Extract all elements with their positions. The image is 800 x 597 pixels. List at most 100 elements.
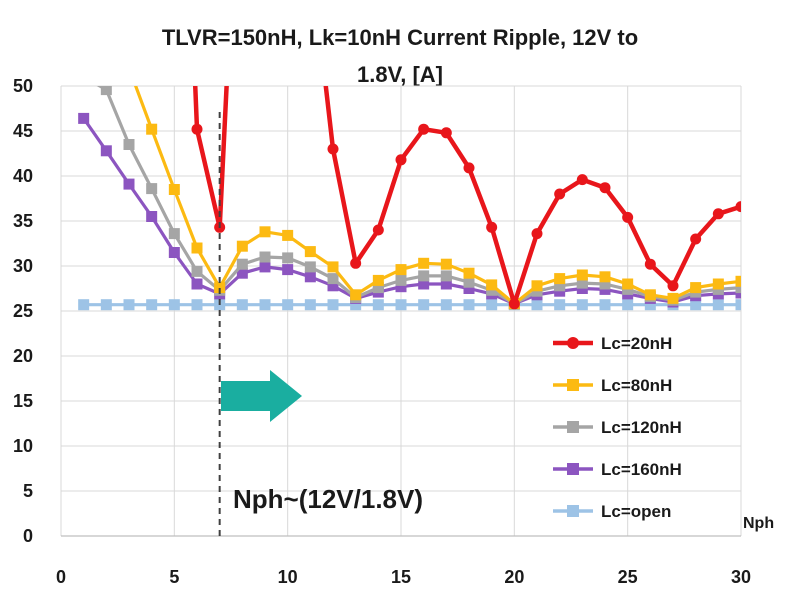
legend-swatch-marker [567, 505, 579, 517]
data-point [372, 299, 384, 311]
y-tick-label: 15 [13, 391, 33, 411]
data-point [146, 123, 158, 135]
y-tick-label: 5 [23, 481, 33, 501]
legend-item-lc-20nh: Lc=20nH [553, 334, 672, 353]
data-point [440, 270, 452, 282]
data-point [191, 242, 203, 254]
x-tick-label: 20 [504, 567, 524, 587]
data-point [350, 289, 362, 301]
data-point [418, 299, 430, 311]
data-point [236, 258, 248, 270]
legend-swatch-marker [567, 463, 579, 475]
x-tick-label: 30 [731, 567, 751, 587]
axes: 0 5 10 15 20 25 30 35 40 45 50 0 5 10 15 20 25 30 [13, 76, 751, 587]
data-point [123, 178, 135, 190]
data-point [690, 233, 702, 245]
arrow-right-icon [221, 370, 302, 422]
data-point [531, 280, 543, 292]
data-point [576, 277, 588, 289]
legend-label: Lc=120nH [601, 418, 682, 437]
data-point [486, 299, 498, 311]
y-tick-label: 45 [13, 121, 33, 141]
y-tick-label: 40 [13, 166, 33, 186]
data-point [214, 282, 226, 294]
y-tick-label: 50 [13, 76, 33, 96]
data-point [418, 278, 430, 290]
data-point [395, 281, 407, 293]
legend-label: Lc=160nH [601, 460, 682, 479]
series-line-lc-120nh [96, 86, 741, 306]
data-point [191, 265, 203, 277]
data-point [372, 274, 384, 286]
data-point [712, 208, 724, 220]
data-point [304, 271, 316, 283]
data-point [735, 275, 741, 287]
data-point [100, 299, 112, 311]
data-point [690, 299, 702, 311]
data-point [168, 299, 180, 311]
legend-swatch-marker [567, 379, 579, 391]
data-point [236, 240, 248, 252]
legend-item-lc-160nh: Lc=160nH [553, 460, 682, 479]
legend-label: Lc=20nH [601, 334, 672, 353]
data-point [440, 299, 452, 311]
data-point [124, 63, 135, 74]
data-point [100, 86, 112, 96]
series-group [78, 63, 741, 311]
x-tick-label: 0 [56, 567, 66, 587]
data-point [168, 247, 180, 258]
legend-item-lc-120nh: Lc=120nH [553, 418, 682, 437]
data-point [372, 282, 384, 294]
data-point [327, 261, 339, 273]
data-point [486, 221, 498, 233]
data-point [282, 252, 294, 264]
data-point [735, 299, 741, 311]
data-point [78, 299, 90, 311]
data-point [236, 267, 248, 279]
series-line-offscale [323, 86, 336, 152]
data-point [282, 229, 294, 241]
data-point [599, 182, 611, 194]
data-point [622, 278, 634, 290]
data-point [191, 278, 203, 290]
data-point [622, 299, 634, 311]
data-point [531, 228, 543, 240]
data-point [350, 257, 362, 269]
data-point [463, 162, 475, 174]
data-point [463, 283, 475, 294]
data-point [259, 299, 271, 311]
data-point [486, 279, 498, 291]
data-point [735, 282, 741, 294]
grid [60, 85, 742, 537]
x-tick-label: 10 [278, 567, 298, 587]
x-tick-label: 15 [391, 567, 411, 587]
data-point [667, 292, 679, 304]
x-tick-label: 25 [618, 567, 638, 587]
data-point [531, 299, 543, 311]
data-point [395, 154, 407, 166]
legend-swatch-marker [567, 421, 579, 433]
data-point [418, 123, 430, 135]
data-point [463, 267, 475, 279]
data-point [599, 271, 611, 283]
series-lc-80nh [124, 63, 741, 310]
legend-label: Lc=80nH [601, 376, 672, 395]
data-point [395, 264, 407, 276]
data-point [304, 299, 316, 311]
x-axis-label: Nph [743, 515, 774, 532]
data-point [440, 278, 452, 290]
data-point [554, 280, 566, 292]
data-point [123, 139, 135, 150]
data-point [304, 246, 316, 258]
y-tick-label: 25 [13, 301, 33, 321]
legend-item-lc-open: Lc=open [553, 502, 671, 521]
data-point [576, 174, 588, 186]
data-point [690, 282, 702, 294]
data-point [191, 299, 203, 311]
data-point [327, 299, 339, 311]
data-point [146, 211, 158, 222]
data-point [168, 228, 180, 240]
data-point [508, 298, 520, 310]
series-line-offscale [217, 86, 229, 230]
